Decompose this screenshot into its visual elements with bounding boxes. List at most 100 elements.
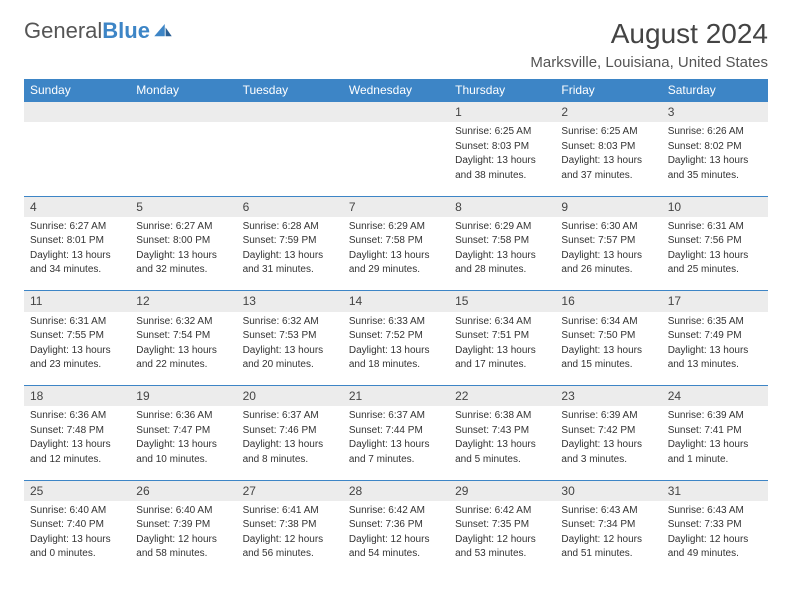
day-d2: and 32 minutes. xyxy=(136,263,230,277)
day-number-cell: 16 xyxy=(555,291,661,312)
day-d2: and 12 minutes. xyxy=(30,453,124,467)
day-d2: and 29 minutes. xyxy=(349,263,443,277)
logo-word1: General xyxy=(24,18,102,43)
day-number-cell: 21 xyxy=(343,386,449,407)
logo-text: GeneralBlue xyxy=(24,18,150,44)
day-number-cell: 13 xyxy=(237,291,343,312)
day-ss: Sunset: 7:38 PM xyxy=(243,518,337,532)
day-info-cell: Sunrise: 6:30 AMSunset: 7:57 PMDaylight:… xyxy=(555,217,661,291)
day-d2: and 23 minutes. xyxy=(30,358,124,372)
day-number-cell: 24 xyxy=(662,386,768,407)
day-ss: Sunset: 7:47 PM xyxy=(136,424,230,438)
day-info-cell xyxy=(24,122,130,196)
day-d1: Daylight: 12 hours xyxy=(668,533,762,547)
day-ss: Sunset: 7:49 PM xyxy=(668,329,762,343)
day-info-cell: Sunrise: 6:37 AMSunset: 7:44 PMDaylight:… xyxy=(343,406,449,480)
day-number-row: 18192021222324 xyxy=(24,386,768,407)
day-info-cell: Sunrise: 6:26 AMSunset: 8:02 PMDaylight:… xyxy=(662,122,768,196)
day-info-cell xyxy=(237,122,343,196)
day-sr: Sunrise: 6:28 AM xyxy=(243,220,337,234)
day-d2: and 8 minutes. xyxy=(243,453,337,467)
day-sr: Sunrise: 6:33 AM xyxy=(349,315,443,329)
day-sr: Sunrise: 6:29 AM xyxy=(349,220,443,234)
weekday-header: Monday xyxy=(130,79,236,102)
day-sr: Sunrise: 6:32 AM xyxy=(136,315,230,329)
day-ss: Sunset: 7:52 PM xyxy=(349,329,443,343)
day-number-cell: 5 xyxy=(130,196,236,217)
day-info-cell: Sunrise: 6:35 AMSunset: 7:49 PMDaylight:… xyxy=(662,312,768,386)
day-ss: Sunset: 7:39 PM xyxy=(136,518,230,532)
day-info-row: Sunrise: 6:27 AMSunset: 8:01 PMDaylight:… xyxy=(24,217,768,291)
day-info-cell xyxy=(130,122,236,196)
logo-sail-icon xyxy=(154,24,172,38)
day-ss: Sunset: 7:46 PM xyxy=(243,424,337,438)
day-number-cell: 11 xyxy=(24,291,130,312)
day-d1: Daylight: 12 hours xyxy=(455,533,549,547)
day-d1: Daylight: 13 hours xyxy=(455,344,549,358)
day-ss: Sunset: 8:00 PM xyxy=(136,234,230,248)
day-sr: Sunrise: 6:40 AM xyxy=(30,504,124,518)
day-d2: and 34 minutes. xyxy=(30,263,124,277)
day-number-cell: 28 xyxy=(343,480,449,501)
day-d1: Daylight: 12 hours xyxy=(243,533,337,547)
day-info-cell: Sunrise: 6:41 AMSunset: 7:38 PMDaylight:… xyxy=(237,501,343,575)
day-number-cell: 8 xyxy=(449,196,555,217)
day-d1: Daylight: 13 hours xyxy=(30,438,124,452)
day-number-row: 45678910 xyxy=(24,196,768,217)
day-info-cell: Sunrise: 6:43 AMSunset: 7:33 PMDaylight:… xyxy=(662,501,768,575)
day-info-row: Sunrise: 6:31 AMSunset: 7:55 PMDaylight:… xyxy=(24,312,768,386)
day-d2: and 7 minutes. xyxy=(349,453,443,467)
day-d1: Daylight: 13 hours xyxy=(561,344,655,358)
day-number-cell: 2 xyxy=(555,102,661,123)
calendar-table: SundayMondayTuesdayWednesdayThursdayFrid… xyxy=(24,79,768,575)
day-sr: Sunrise: 6:27 AM xyxy=(136,220,230,234)
day-d2: and 26 minutes. xyxy=(561,263,655,277)
day-ss: Sunset: 7:44 PM xyxy=(349,424,443,438)
day-sr: Sunrise: 6:27 AM xyxy=(30,220,124,234)
day-sr: Sunrise: 6:43 AM xyxy=(668,504,762,518)
day-sr: Sunrise: 6:35 AM xyxy=(668,315,762,329)
day-sr: Sunrise: 6:34 AM xyxy=(561,315,655,329)
day-d2: and 1 minute. xyxy=(668,453,762,467)
day-info-row: Sunrise: 6:40 AMSunset: 7:40 PMDaylight:… xyxy=(24,501,768,575)
day-ss: Sunset: 7:43 PM xyxy=(455,424,549,438)
day-ss: Sunset: 8:03 PM xyxy=(455,140,549,154)
day-ss: Sunset: 7:53 PM xyxy=(243,329,337,343)
day-d2: and 10 minutes. xyxy=(136,453,230,467)
day-number-row: 25262728293031 xyxy=(24,480,768,501)
day-sr: Sunrise: 6:36 AM xyxy=(136,409,230,423)
day-d1: Daylight: 13 hours xyxy=(30,344,124,358)
day-d1: Daylight: 13 hours xyxy=(349,344,443,358)
day-d2: and 3 minutes. xyxy=(561,453,655,467)
day-sr: Sunrise: 6:42 AM xyxy=(455,504,549,518)
day-info-cell: Sunrise: 6:36 AMSunset: 7:47 PMDaylight:… xyxy=(130,406,236,480)
day-ss: Sunset: 7:42 PM xyxy=(561,424,655,438)
day-number-cell: 6 xyxy=(237,196,343,217)
day-d2: and 28 minutes. xyxy=(455,263,549,277)
day-info-cell: Sunrise: 6:29 AMSunset: 7:58 PMDaylight:… xyxy=(449,217,555,291)
day-sr: Sunrise: 6:43 AM xyxy=(561,504,655,518)
day-info-cell: Sunrise: 6:27 AMSunset: 8:00 PMDaylight:… xyxy=(130,217,236,291)
day-sr: Sunrise: 6:42 AM xyxy=(349,504,443,518)
day-info-cell: Sunrise: 6:34 AMSunset: 7:50 PMDaylight:… xyxy=(555,312,661,386)
day-d1: Daylight: 13 hours xyxy=(30,249,124,263)
day-sr: Sunrise: 6:36 AM xyxy=(30,409,124,423)
title-block: August 2024 Marksville, Louisiana, Unite… xyxy=(530,18,768,71)
day-d1: Daylight: 13 hours xyxy=(561,438,655,452)
day-number-row: 11121314151617 xyxy=(24,291,768,312)
day-number-cell xyxy=(130,102,236,123)
day-d2: and 35 minutes. xyxy=(668,169,762,183)
day-number-cell: 3 xyxy=(662,102,768,123)
day-info-cell: Sunrise: 6:39 AMSunset: 7:42 PMDaylight:… xyxy=(555,406,661,480)
day-sr: Sunrise: 6:40 AM xyxy=(136,504,230,518)
day-number-cell: 30 xyxy=(555,480,661,501)
day-info-cell: Sunrise: 6:42 AMSunset: 7:35 PMDaylight:… xyxy=(449,501,555,575)
day-info-cell: Sunrise: 6:31 AMSunset: 7:55 PMDaylight:… xyxy=(24,312,130,386)
day-number-cell xyxy=(24,102,130,123)
day-d2: and 13 minutes. xyxy=(668,358,762,372)
day-sr: Sunrise: 6:37 AM xyxy=(243,409,337,423)
weekday-header: Thursday xyxy=(449,79,555,102)
day-info-cell: Sunrise: 6:25 AMSunset: 8:03 PMDaylight:… xyxy=(555,122,661,196)
day-sr: Sunrise: 6:29 AM xyxy=(455,220,549,234)
day-info-cell xyxy=(343,122,449,196)
